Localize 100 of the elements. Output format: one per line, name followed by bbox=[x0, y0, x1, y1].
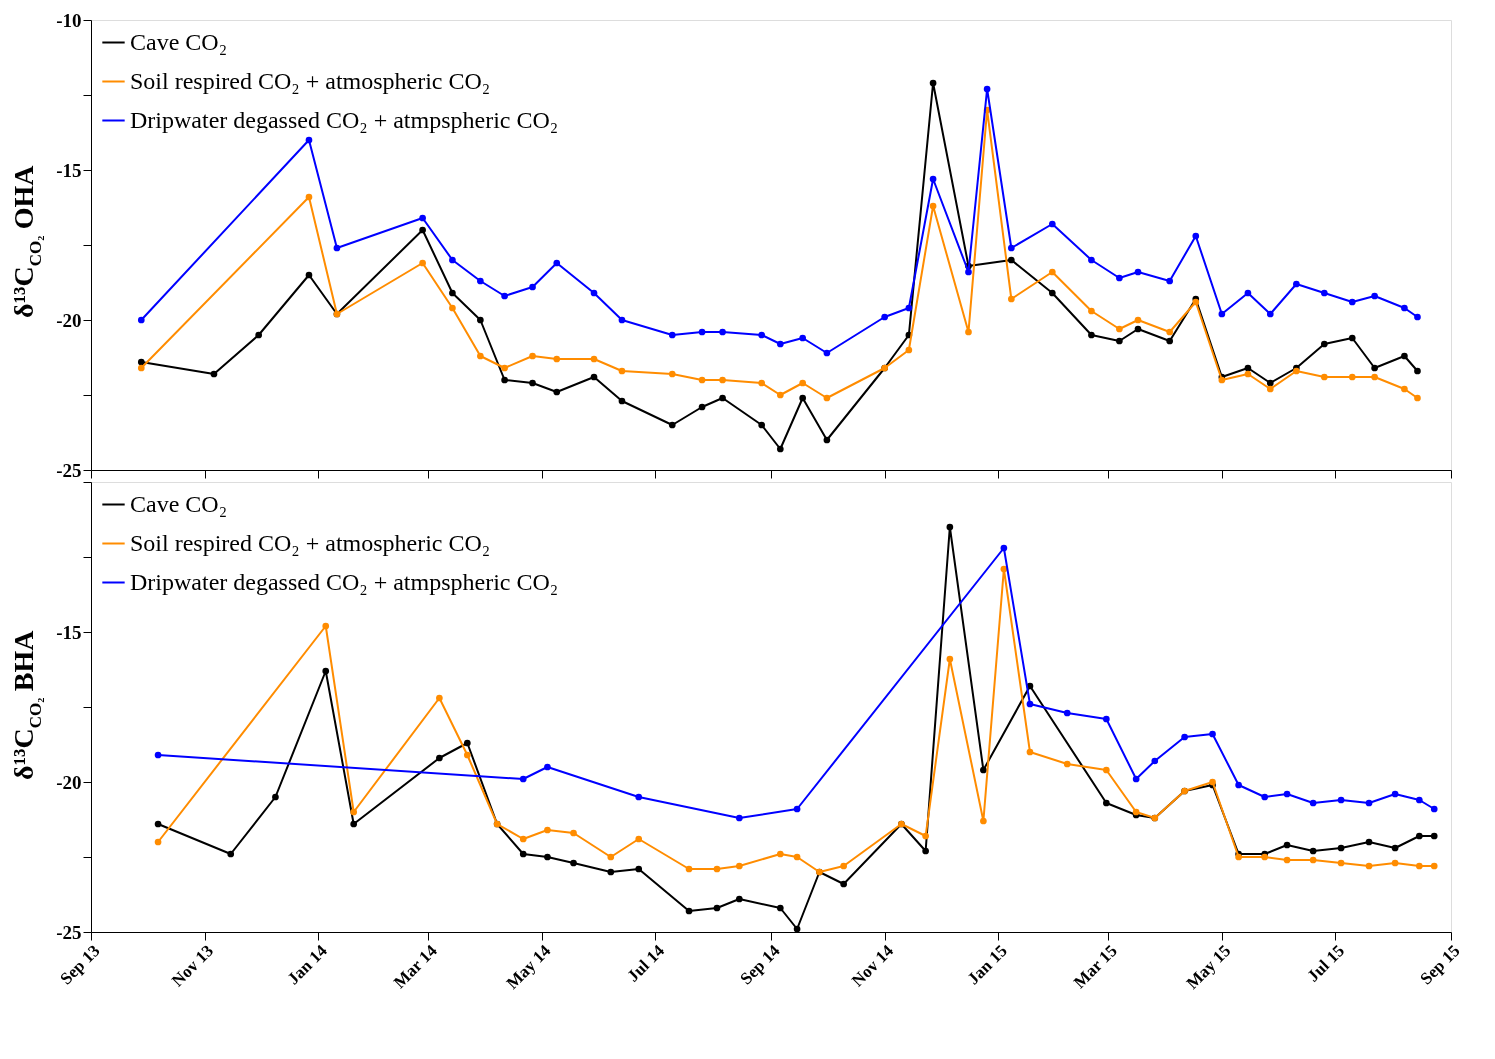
point bbox=[1320, 373, 1328, 381]
y-axis-title: δ¹³CCO₂ BHA bbox=[8, 629, 45, 780]
point bbox=[590, 373, 598, 381]
point bbox=[1415, 862, 1423, 870]
legend-label: Soil respired CO₂ + atmospheric CO₂ bbox=[130, 529, 491, 556]
point bbox=[905, 346, 913, 354]
point bbox=[719, 376, 726, 384]
point bbox=[1063, 709, 1071, 717]
x-tick-label: Mar 14 bbox=[389, 940, 442, 993]
point bbox=[713, 904, 721, 912]
point bbox=[635, 793, 643, 801]
point bbox=[1116, 337, 1123, 345]
point bbox=[776, 904, 784, 912]
point bbox=[635, 835, 643, 843]
point bbox=[758, 331, 766, 339]
point bbox=[1007, 295, 1015, 303]
x-tick-label: Jan 15 bbox=[963, 941, 1011, 989]
point bbox=[1048, 289, 1056, 297]
x-tick-label: Jul 14 bbox=[623, 940, 669, 986]
point bbox=[929, 79, 937, 87]
legend-label: Dripwater degassed CO₂ + atmpspheric CO₂ bbox=[130, 568, 559, 595]
point bbox=[1266, 310, 1274, 318]
point bbox=[590, 355, 598, 363]
point bbox=[776, 445, 784, 453]
point bbox=[1320, 289, 1328, 297]
point bbox=[1192, 232, 1200, 240]
point bbox=[210, 370, 218, 378]
point bbox=[137, 316, 145, 324]
x-tick-label: Mar 15 bbox=[1069, 941, 1121, 993]
point bbox=[1309, 799, 1317, 807]
point bbox=[735, 895, 743, 903]
y-tick-label: -15 bbox=[56, 621, 82, 643]
point bbox=[477, 352, 484, 360]
point bbox=[799, 379, 807, 387]
point bbox=[1320, 340, 1328, 348]
point bbox=[823, 349, 831, 357]
point bbox=[1414, 313, 1421, 321]
point bbox=[799, 394, 807, 402]
point bbox=[436, 694, 443, 702]
point bbox=[272, 793, 279, 801]
x-tick-label: Jan 14 bbox=[283, 940, 332, 989]
point bbox=[1088, 331, 1095, 339]
point bbox=[322, 622, 330, 630]
point bbox=[758, 421, 766, 429]
point bbox=[719, 394, 726, 402]
point bbox=[1391, 790, 1399, 798]
point bbox=[1000, 544, 1008, 552]
point bbox=[419, 259, 426, 267]
point bbox=[1348, 298, 1356, 306]
point bbox=[305, 193, 313, 201]
point bbox=[1244, 364, 1252, 372]
point bbox=[698, 403, 706, 411]
point bbox=[1337, 859, 1345, 867]
point bbox=[607, 853, 615, 861]
point bbox=[1134, 325, 1142, 333]
y-tick-label: -25 bbox=[56, 921, 82, 943]
point bbox=[333, 244, 341, 252]
y-tick-label: -20 bbox=[56, 771, 82, 793]
point bbox=[668, 421, 676, 429]
point bbox=[154, 838, 162, 846]
point bbox=[463, 751, 471, 759]
point bbox=[1181, 733, 1188, 741]
point bbox=[590, 289, 598, 297]
point bbox=[419, 226, 426, 234]
legend-label: Cave CO₂ bbox=[130, 28, 228, 55]
point bbox=[1166, 328, 1174, 336]
point bbox=[1048, 268, 1056, 276]
point bbox=[501, 364, 508, 372]
x-tick-label: Nov 13 bbox=[168, 941, 218, 991]
point bbox=[1337, 844, 1345, 852]
point bbox=[1391, 844, 1399, 852]
point bbox=[618, 367, 626, 375]
y-tick-label: -20 bbox=[56, 309, 82, 331]
point bbox=[980, 766, 987, 774]
point bbox=[758, 379, 766, 387]
point bbox=[735, 862, 743, 870]
point bbox=[840, 862, 848, 870]
point bbox=[449, 304, 456, 312]
point bbox=[1235, 781, 1242, 789]
x-tick-label: Nov 14 bbox=[848, 940, 898, 991]
point bbox=[1371, 373, 1378, 381]
point bbox=[477, 316, 484, 324]
point bbox=[501, 376, 508, 384]
point bbox=[965, 328, 972, 336]
point bbox=[1283, 841, 1291, 849]
point bbox=[1430, 805, 1438, 813]
point bbox=[776, 340, 784, 348]
point bbox=[698, 328, 706, 336]
point bbox=[1371, 364, 1378, 372]
point bbox=[449, 256, 456, 264]
point bbox=[519, 835, 527, 843]
point bbox=[544, 763, 551, 771]
point bbox=[463, 739, 471, 747]
point bbox=[776, 850, 784, 858]
point bbox=[501, 292, 508, 300]
point bbox=[1151, 757, 1159, 765]
point bbox=[419, 214, 426, 222]
point bbox=[529, 379, 536, 387]
point bbox=[980, 817, 987, 825]
point bbox=[553, 355, 561, 363]
